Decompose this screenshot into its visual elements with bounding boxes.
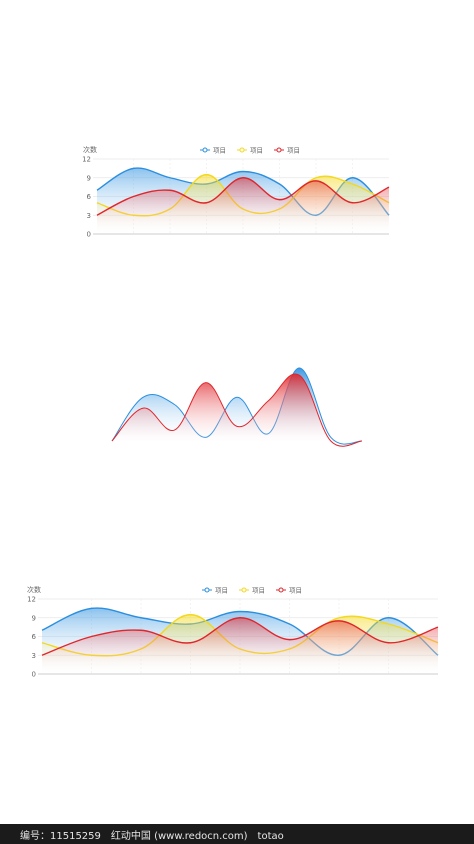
legend-marker (241, 587, 247, 593)
watermark-footer: 编号：11515259 红动中国 (www.redocn.com) totao (0, 824, 474, 844)
chart-bottom: 次数 0 3 6 9 12 项目 项目 项目 (27, 585, 439, 679)
wave-line (111, 367, 363, 445)
y-tick-label: 3 (87, 212, 91, 220)
legend-label: 项目 (215, 587, 228, 595)
y-tick-label: 0 (32, 671, 36, 679)
legend-label: 项目 (213, 147, 226, 155)
series-line (96, 177, 390, 216)
chart-top: 次数 0 3 6 9 12 项目 项目 项目 (82, 145, 390, 239)
legend-label: 项目 (287, 147, 300, 155)
footer-text: 编号：11515259 红动中国 (www.redocn.com) totao (20, 830, 284, 842)
wave-line (111, 373, 363, 447)
series-line (41, 617, 439, 656)
y-tick-label: 6 (87, 193, 92, 201)
y-tick-label: 9 (87, 174, 91, 182)
wave-area (112, 373, 362, 447)
y-axis-label: 次数 (27, 585, 41, 594)
y-tick-label: 12 (27, 596, 36, 604)
legend-marker (204, 587, 210, 593)
legend-label: 项目 (252, 587, 265, 595)
y-tick-label: 6 (32, 633, 37, 641)
chart-middle (111, 367, 363, 447)
y-tick-label: 9 (32, 614, 36, 622)
series-area (42, 617, 438, 674)
legend-label: 项目 (250, 147, 263, 155)
y-axis-label: 次数 (83, 145, 97, 154)
legend-marker (239, 147, 245, 153)
y-tick-label: 12 (82, 156, 91, 164)
legend-marker (278, 587, 284, 593)
y-tick-label: 3 (32, 652, 36, 660)
series-area (97, 177, 389, 234)
y-tick-label: 0 (87, 231, 91, 239)
legend-label: 项目 (289, 587, 302, 595)
legend-marker (276, 147, 282, 153)
legend-marker (202, 147, 208, 153)
